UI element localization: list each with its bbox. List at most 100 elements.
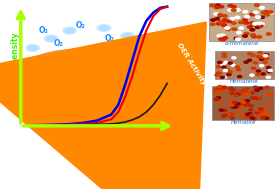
Circle shape [32, 69, 38, 72]
Circle shape [258, 52, 262, 54]
Circle shape [253, 97, 257, 99]
Circle shape [228, 9, 232, 11]
Circle shape [86, 91, 92, 94]
Circle shape [256, 56, 260, 58]
Circle shape [51, 77, 57, 79]
Circle shape [110, 59, 115, 62]
Circle shape [66, 64, 71, 66]
Circle shape [136, 76, 142, 79]
Circle shape [95, 79, 100, 82]
Circle shape [233, 106, 237, 108]
Circle shape [257, 109, 261, 112]
Circle shape [244, 88, 248, 90]
Circle shape [131, 48, 145, 55]
Circle shape [255, 26, 260, 28]
Circle shape [242, 115, 247, 117]
Circle shape [235, 38, 240, 40]
Circle shape [260, 65, 264, 67]
Circle shape [267, 70, 271, 73]
Circle shape [245, 113, 249, 115]
Circle shape [130, 79, 135, 82]
Circle shape [247, 26, 252, 28]
Circle shape [28, 45, 38, 50]
Circle shape [98, 83, 103, 85]
Circle shape [71, 92, 77, 94]
Circle shape [62, 63, 67, 65]
Circle shape [266, 76, 270, 78]
Circle shape [214, 6, 219, 9]
Circle shape [76, 82, 81, 85]
Circle shape [229, 104, 234, 106]
Circle shape [240, 98, 245, 101]
Circle shape [75, 52, 80, 55]
Circle shape [69, 79, 75, 82]
Circle shape [44, 35, 58, 42]
Circle shape [214, 13, 219, 15]
Circle shape [225, 113, 230, 116]
Circle shape [101, 63, 106, 65]
Circle shape [255, 89, 259, 91]
Circle shape [210, 4, 215, 7]
Circle shape [217, 35, 222, 37]
Circle shape [127, 85, 133, 87]
Circle shape [220, 76, 225, 78]
Circle shape [261, 116, 265, 119]
Circle shape [267, 114, 271, 116]
Circle shape [72, 52, 77, 55]
Circle shape [78, 81, 83, 84]
Circle shape [268, 69, 272, 71]
Circle shape [95, 63, 100, 65]
Circle shape [250, 29, 255, 31]
Circle shape [61, 79, 66, 82]
Circle shape [218, 85, 222, 88]
Circle shape [126, 65, 131, 67]
Circle shape [33, 59, 43, 64]
Circle shape [252, 35, 256, 38]
Circle shape [68, 80, 73, 83]
Circle shape [227, 73, 231, 76]
Circle shape [248, 53, 252, 55]
Circle shape [98, 84, 104, 87]
Circle shape [99, 26, 109, 30]
Circle shape [248, 115, 252, 117]
Circle shape [90, 84, 95, 87]
Circle shape [260, 16, 264, 19]
Circle shape [262, 114, 267, 116]
Circle shape [119, 86, 125, 89]
Circle shape [219, 5, 224, 8]
Circle shape [69, 54, 74, 57]
Circle shape [215, 74, 219, 76]
Circle shape [234, 94, 238, 96]
Circle shape [240, 114, 245, 116]
Text: O₂: O₂ [54, 40, 64, 48]
Circle shape [252, 118, 256, 120]
Circle shape [223, 69, 227, 72]
Circle shape [250, 117, 254, 119]
Circle shape [222, 19, 227, 21]
Circle shape [232, 28, 237, 30]
Circle shape [86, 76, 91, 78]
Circle shape [217, 66, 221, 68]
Circle shape [68, 71, 73, 73]
Circle shape [219, 87, 224, 89]
Circle shape [35, 85, 41, 88]
Circle shape [243, 19, 247, 21]
Circle shape [236, 93, 240, 95]
Circle shape [92, 65, 97, 67]
Circle shape [228, 71, 232, 73]
Circle shape [243, 90, 247, 93]
Circle shape [24, 70, 30, 72]
Circle shape [229, 88, 234, 90]
Circle shape [81, 78, 86, 81]
Circle shape [264, 11, 269, 13]
Circle shape [220, 22, 225, 24]
Circle shape [266, 102, 270, 105]
Circle shape [245, 103, 249, 105]
Circle shape [91, 70, 97, 73]
Text: O₂: O₂ [75, 21, 85, 30]
Circle shape [256, 70, 260, 72]
Circle shape [222, 86, 226, 88]
Circle shape [220, 101, 224, 104]
Circle shape [215, 18, 220, 20]
Circle shape [242, 90, 246, 92]
